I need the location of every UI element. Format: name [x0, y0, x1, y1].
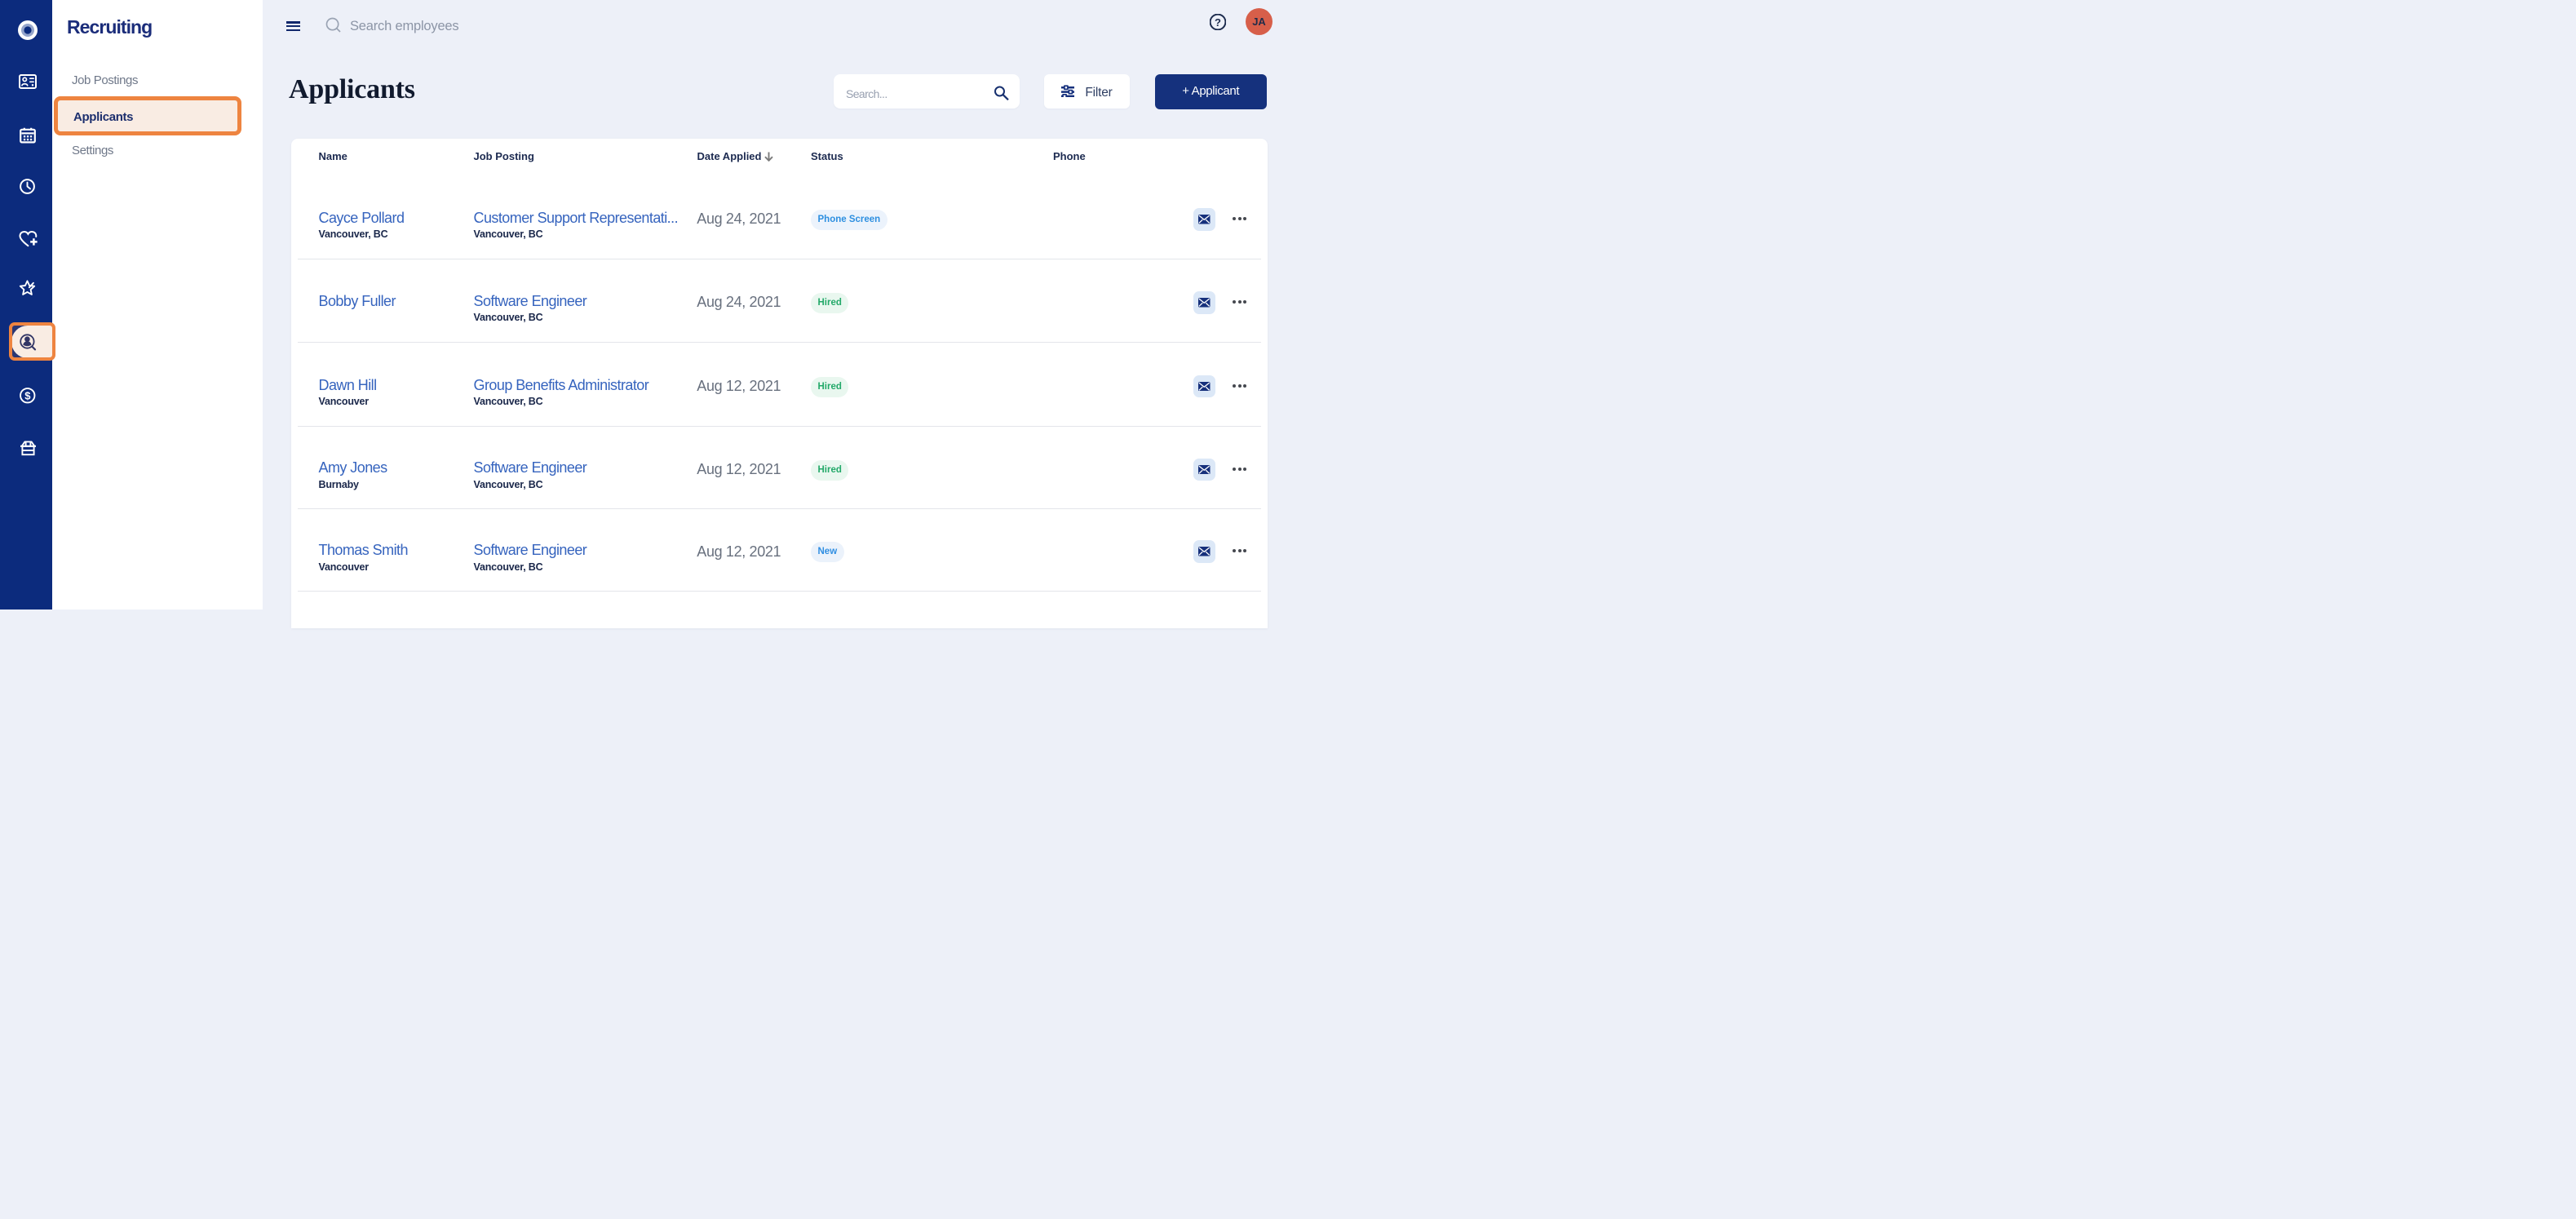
svg-text:?: ? [1215, 16, 1221, 29]
svg-text:$: $ [24, 389, 31, 401]
